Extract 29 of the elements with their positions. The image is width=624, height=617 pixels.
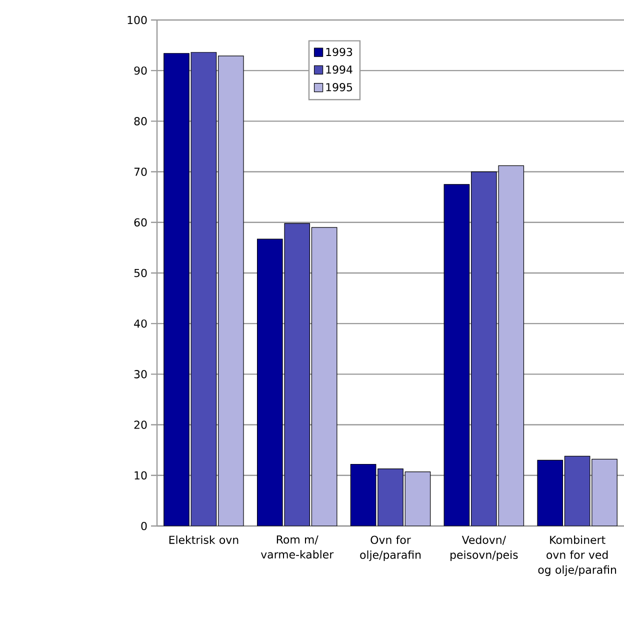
y-tick-label: 0: [141, 522, 147, 530]
y-tick-label: 30: [134, 370, 147, 378]
bar: [350, 464, 376, 526]
bar: [471, 171, 497, 526]
bar: [444, 184, 470, 526]
x-tick-label: Rom m/varme-kabler: [260, 536, 334, 559]
y-tick-label: 100: [128, 16, 147, 24]
legend-label: 1993: [326, 48, 352, 56]
bar: [190, 52, 217, 526]
y-tick-label: 80: [134, 117, 147, 126]
x-tick-label: Elektrisk ovn: [169, 536, 238, 544]
x-tick-label: Ovn for olje/parafin: [360, 536, 421, 562]
y-tick-label: 70: [134, 168, 147, 176]
x-tick-label: Kombinert ovn for ved og olje/parafin: [538, 536, 616, 576]
bar: [256, 238, 283, 526]
y-tick-label: 20: [134, 420, 147, 429]
legend-label: 1994: [326, 65, 352, 74]
bar: [537, 460, 564, 526]
x-tick-label: Vedovn/peisovn/peis: [450, 536, 518, 562]
bar: [284, 223, 310, 526]
y-tick-label: 90: [134, 66, 147, 75]
bar: [564, 456, 590, 526]
legend-label: 1995: [326, 83, 352, 92]
y-tick-label: 40: [134, 319, 147, 328]
bar: [378, 468, 404, 526]
y-tick-label: 60: [134, 218, 147, 227]
bar: [164, 53, 190, 526]
y-tick-label: 10: [134, 471, 147, 480]
y-tick-label: 50: [134, 268, 147, 278]
